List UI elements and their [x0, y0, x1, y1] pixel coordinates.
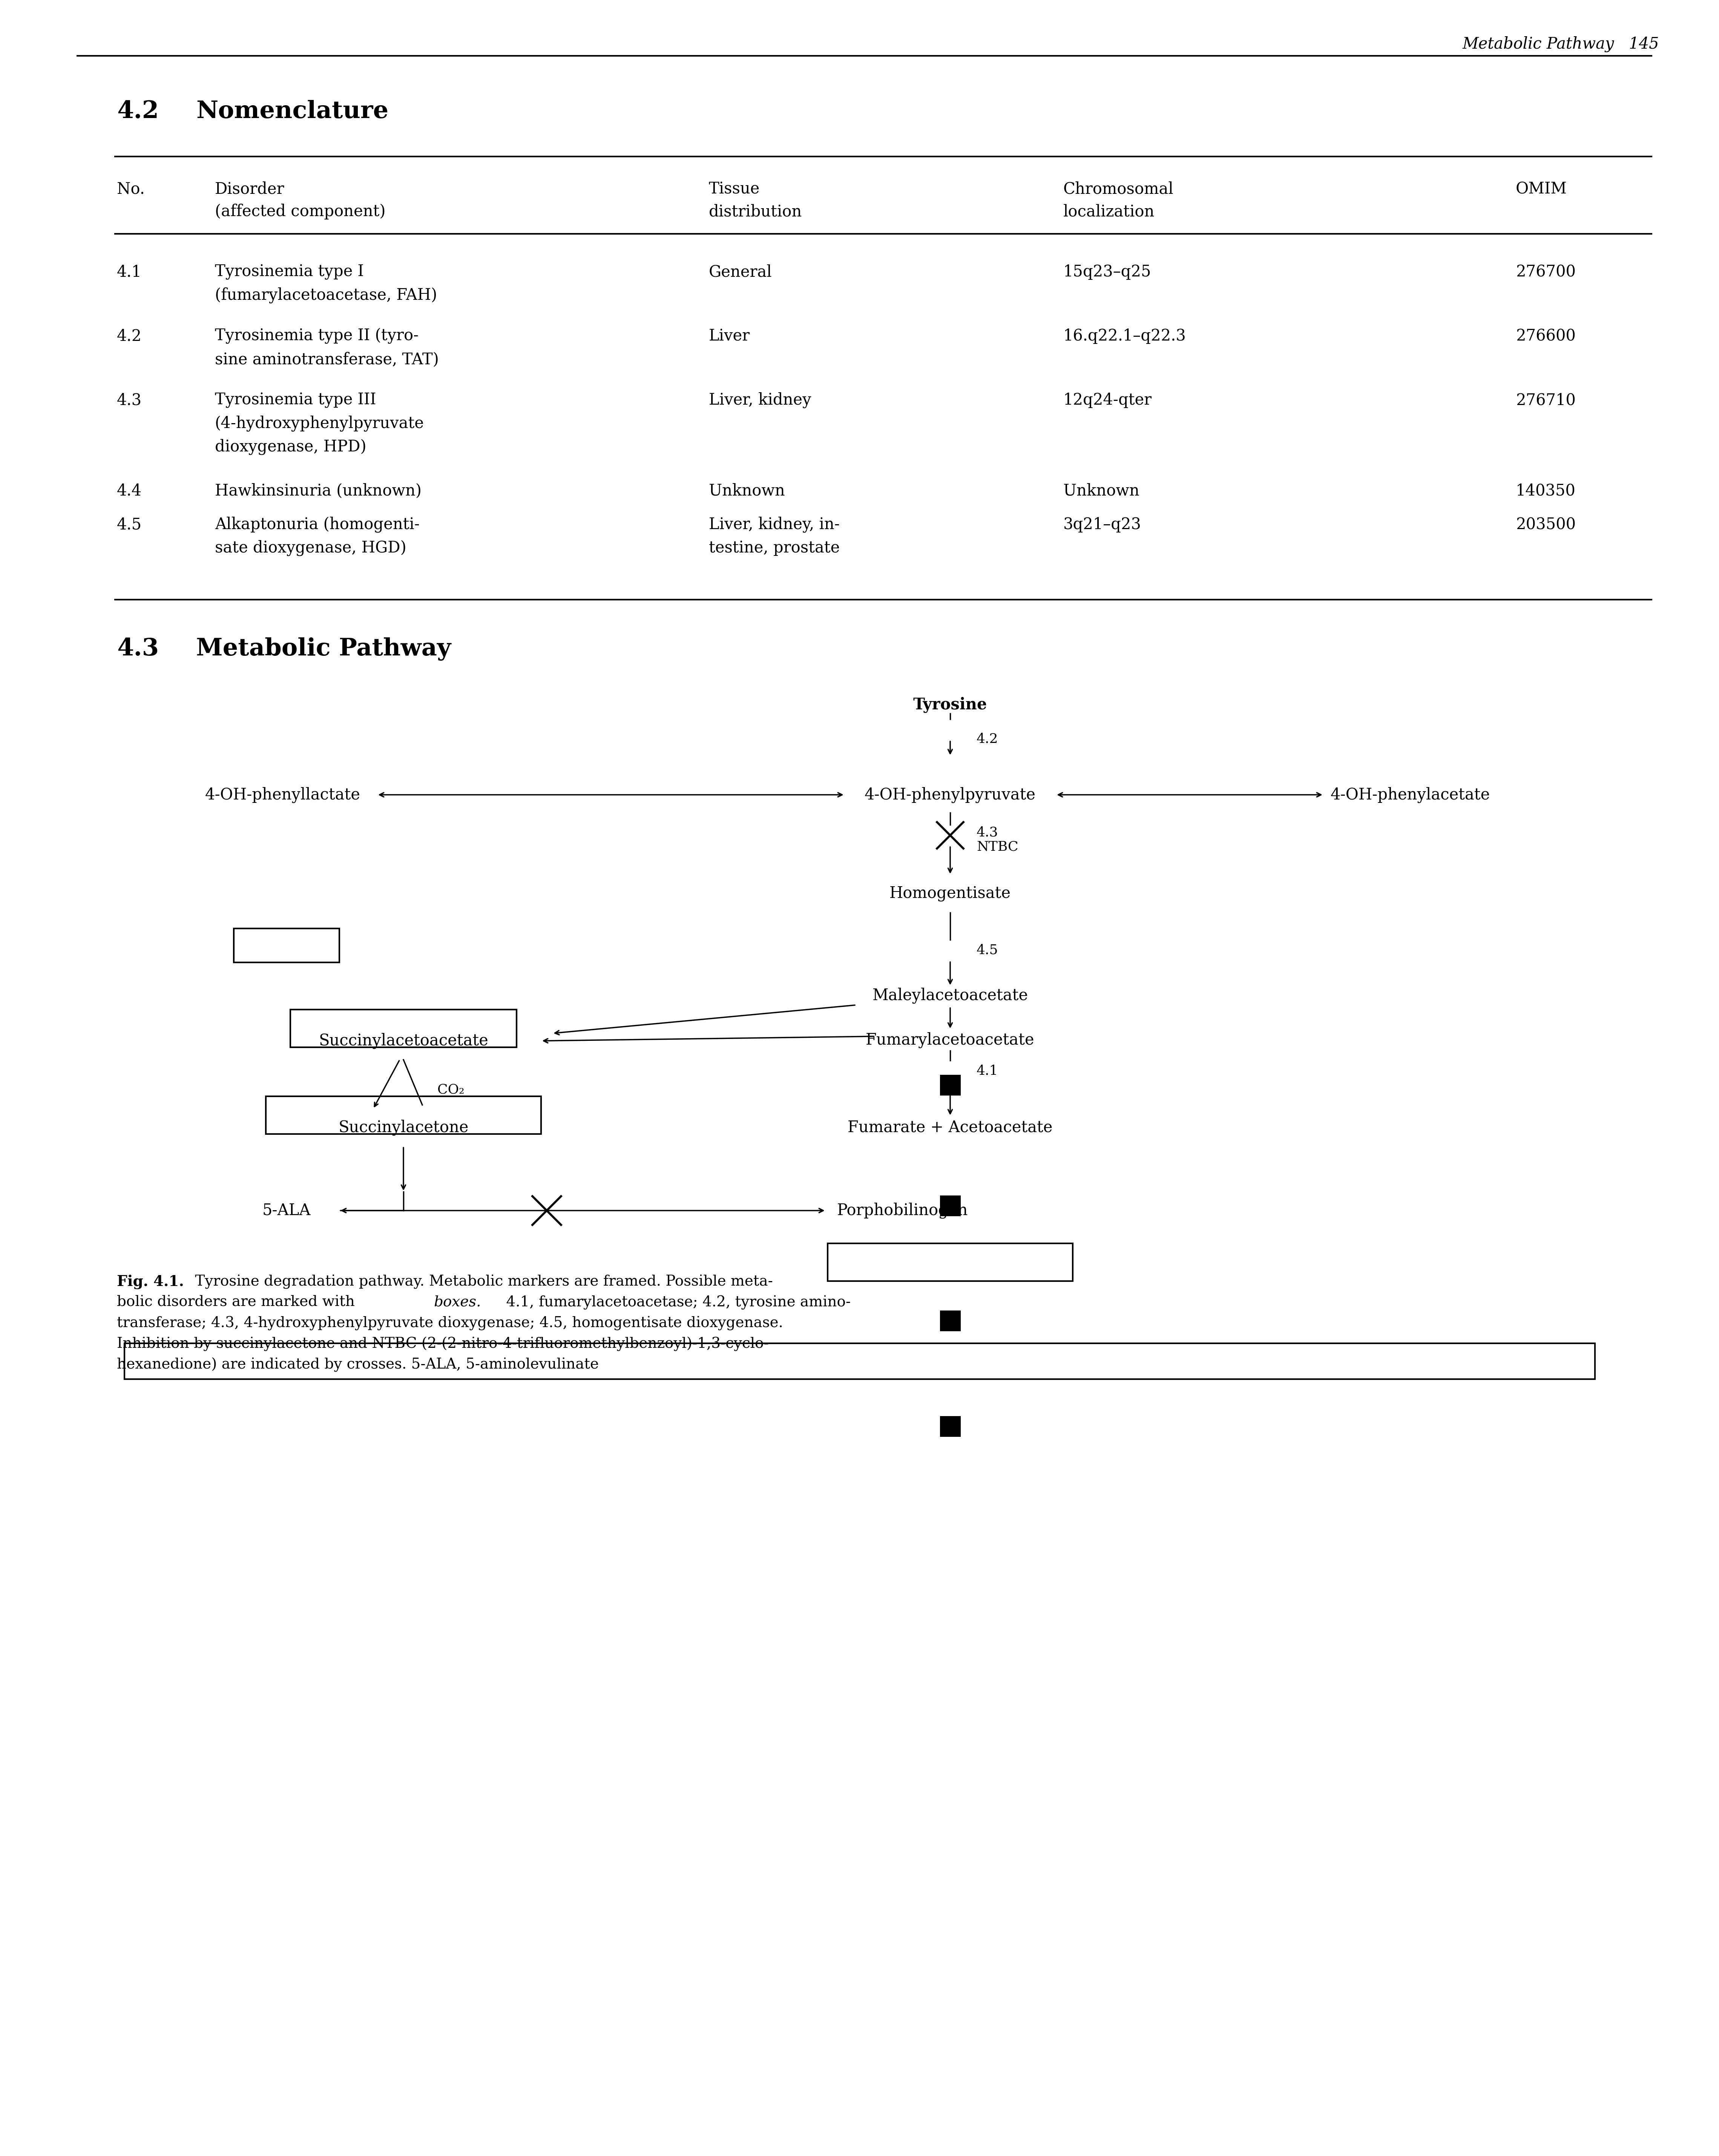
Text: CO₂: CO₂ [437, 1084, 464, 1095]
Text: dioxygenase, HPD): dioxygenase, HPD) [215, 440, 366, 455]
Text: Liver: Liver [708, 328, 749, 345]
Text: localization: localization [1064, 203, 1155, 220]
Text: 4.4: 4.4 [117, 483, 143, 498]
Text: 4.1: 4.1 [117, 263, 141, 280]
Text: 4-OH-phenylacetate: 4-OH-phenylacetate [1331, 787, 1490, 802]
Text: bolic disorders are marked with: bolic disorders are marked with [117, 1296, 359, 1309]
Text: 3q21–q23: 3q21–q23 [1064, 517, 1141, 533]
Text: Fumarylacetoacetate: Fumarylacetoacetate [866, 1033, 1035, 1048]
Text: Liver, kidney, in-: Liver, kidney, in- [708, 517, 839, 533]
Text: boxes.: boxes. [433, 1296, 481, 1309]
Text: (affected component): (affected component) [215, 203, 385, 220]
Text: OMIM: OMIM [1516, 181, 1568, 196]
Text: 4.2: 4.2 [976, 733, 999, 746]
Text: Unknown: Unknown [1064, 483, 1140, 498]
Text: Tyrosinemia type II (tyro-: Tyrosinemia type II (tyro- [215, 328, 419, 345]
Text: Inhibition by succinylacetone and NTBC (2-(2-nitro-4-trifluoromethylbenzoyl)-1,3: Inhibition by succinylacetone and NTBC (… [117, 1337, 768, 1352]
Text: Metabolic Pathway   145: Metabolic Pathway 145 [1463, 37, 1659, 52]
Text: Succinylacetone: Succinylacetone [339, 1119, 469, 1136]
Text: (fumarylacetoacetase, FAH): (fumarylacetoacetase, FAH) [215, 287, 437, 304]
Text: 4.2: 4.2 [117, 328, 143, 345]
Text: 4.5: 4.5 [976, 944, 999, 957]
Text: 5-ALA: 5-ALA [263, 1203, 311, 1218]
Text: 4.1: 4.1 [976, 1065, 999, 1078]
Text: 276600: 276600 [1516, 328, 1576, 345]
Text: sate dioxygenase, HGD): sate dioxygenase, HGD) [215, 539, 406, 556]
Text: NTBC: NTBC [976, 841, 1018, 854]
Text: 15q23–q25: 15q23–q25 [1064, 263, 1152, 280]
Text: 4.1, fumarylacetoacetase; 4.2, tyrosine amino-: 4.1, fumarylacetoacetase; 4.2, tyrosine … [502, 1296, 851, 1309]
Text: 4-OH-phenyllactate: 4-OH-phenyllactate [205, 787, 361, 802]
Text: 4.5: 4.5 [117, 517, 143, 533]
Text: Tissue: Tissue [708, 181, 760, 196]
Text: No.: No. [117, 181, 144, 196]
Bar [827, 1244, 1073, 1281]
Text: Porphobilinogen: Porphobilinogen [837, 1203, 968, 1218]
Bar [940, 1416, 961, 1436]
Text: Maleylacetoacetate: Maleylacetoacetate [872, 987, 1028, 1003]
Text: Chromosomal: Chromosomal [1064, 181, 1174, 196]
Text: 203500: 203500 [1516, 517, 1576, 533]
Text: 4.3: 4.3 [117, 392, 143, 407]
Text: Tyrosine degradation pathway. Metabolic markers are framed. Possible meta-: Tyrosine degradation pathway. Metabolic … [191, 1274, 774, 1289]
Text: (4-hydroxyphenylpyruvate: (4-hydroxyphenylpyruvate [215, 416, 425, 431]
Text: Liver, kidney: Liver, kidney [708, 392, 811, 407]
Text: 16.q22.1–q22.3: 16.q22.1–q22.3 [1064, 328, 1186, 345]
Text: 4.3: 4.3 [976, 826, 999, 839]
Text: 12q24-qter: 12q24-qter [1064, 392, 1152, 407]
Text: distribution: distribution [708, 203, 803, 220]
Text: Tyrosine: Tyrosine [913, 696, 987, 714]
Text: Tyrosinemia type III: Tyrosinemia type III [215, 392, 376, 407]
Text: Hawkinsinuria (unknown): Hawkinsinuria (unknown) [215, 483, 421, 498]
Text: 4.3: 4.3 [117, 638, 158, 660]
Text: 276700: 276700 [1516, 263, 1576, 280]
Text: 4-OH-phenylpyruvate: 4-OH-phenylpyruvate [865, 787, 1037, 802]
Bar [266, 1095, 541, 1134]
Text: Alkaptonuria (homogenti-: Alkaptonuria (homogenti- [215, 517, 419, 533]
Text: sine aminotransferase, TAT): sine aminotransferase, TAT) [215, 351, 438, 367]
Text: Fig. 4.1.: Fig. 4.1. [117, 1274, 184, 1289]
Bar [940, 1074, 961, 1095]
Text: 4.2: 4.2 [117, 99, 158, 123]
Bar [234, 929, 339, 962]
Bar [124, 1343, 1595, 1380]
Text: Fumarate + Acetoacetate: Fumarate + Acetoacetate [847, 1119, 1052, 1136]
Text: Disorder: Disorder [215, 181, 284, 196]
Text: Succinylacetoacetate: Succinylacetoacetate [318, 1033, 488, 1048]
Bar [940, 1311, 961, 1330]
Text: Nomenclature: Nomenclature [196, 99, 388, 123]
Text: transferase; 4.3, 4-hydroxyphenylpyruvate dioxygenase; 4.5, homogentisate dioxyg: transferase; 4.3, 4-hydroxyphenylpyruvat… [117, 1315, 784, 1330]
Text: hexanedione) are indicated by crosses. 5-ALA, 5-aminolevulinate: hexanedione) are indicated by crosses. 5… [117, 1358, 598, 1371]
Text: testine, prostate: testine, prostate [708, 539, 841, 556]
Text: 276710: 276710 [1516, 392, 1576, 407]
Text: Metabolic Pathway: Metabolic Pathway [196, 638, 450, 660]
Text: General: General [708, 263, 772, 280]
Text: Unknown: Unknown [708, 483, 786, 498]
Text: Homogentisate: Homogentisate [889, 886, 1011, 901]
Bar [940, 1194, 961, 1216]
Bar [291, 1009, 517, 1048]
Text: Tyrosinemia type I: Tyrosinemia type I [215, 263, 364, 280]
Text: 140350: 140350 [1516, 483, 1576, 498]
